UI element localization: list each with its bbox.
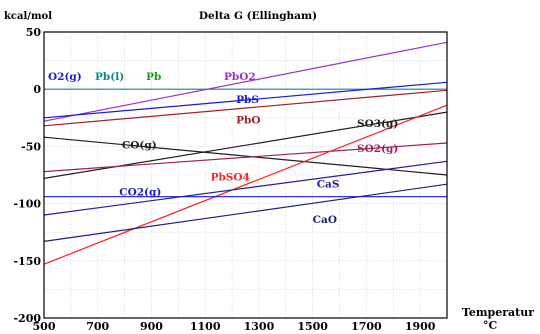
label-so2-g: SO2(g): [357, 143, 398, 155]
label-pb: Pb: [146, 71, 161, 83]
x-tick-label: 700: [86, 320, 109, 333]
label-pbso4: PbSO4: [211, 172, 250, 184]
label-pbo2: PbO2: [224, 71, 256, 83]
label-co-g: CO(g): [122, 140, 157, 152]
label-pb-l: Pb(l): [95, 71, 124, 83]
x-tick-label: 1300: [244, 320, 275, 333]
label-o2-g: O2(g): [48, 71, 82, 83]
series-lines: [43, 41, 448, 265]
series-line-cao: [43, 183, 448, 242]
tick-labels: 500 700 900 1100 1300 1500 1700 1900500-50-100-…: [13, 26, 435, 333]
x-tick-label: 1900: [405, 320, 436, 333]
line-labels: O2(g) Pb(l) Pb PbO2 PbS PbO SO3(g) CO(g) SO2(g) P…: [48, 71, 398, 226]
y-tick-label: -100: [13, 198, 41, 211]
y-tick-label: -50: [21, 140, 41, 153]
series-line-co-g: [43, 136, 448, 176]
y-tick-label: -200: [13, 312, 41, 325]
label-cao: CaO: [313, 214, 337, 226]
label-co2-g: CO2(g): [119, 187, 161, 199]
y-tick-label: 0: [33, 83, 41, 96]
series-line-pbo2: [43, 41, 448, 122]
x-tick-label: 500: [33, 320, 56, 333]
chart-title: Delta G (Ellingham): [199, 10, 317, 22]
x-tick-label: 1700: [351, 320, 382, 333]
y-axis-label: kcal/mol: [4, 11, 52, 22]
label-cas: CaS: [317, 179, 340, 191]
label-so3-g: SO3(g): [357, 118, 398, 130]
x-tick-label: 1100: [190, 320, 221, 333]
series-line-so2-g: [43, 142, 448, 173]
series-line-pbs: [43, 81, 448, 119]
x-axis-unit: °C: [483, 319, 498, 332]
label-pbo: PbO: [236, 115, 260, 127]
label-pbs: PbS: [236, 94, 259, 106]
y-tick-label: 50: [26, 26, 42, 39]
x-tick-label: 1500: [297, 320, 328, 333]
x-axis-label: Temperatur: [462, 306, 534, 319]
y-tick-label: -150: [13, 255, 41, 268]
x-tick-label: 900: [140, 320, 163, 333]
series-line-cas: [43, 160, 448, 216]
plot-frame: [43, 31, 448, 319]
series-line-pbo: [43, 89, 448, 127]
series-line-pbso4: [43, 104, 448, 265]
